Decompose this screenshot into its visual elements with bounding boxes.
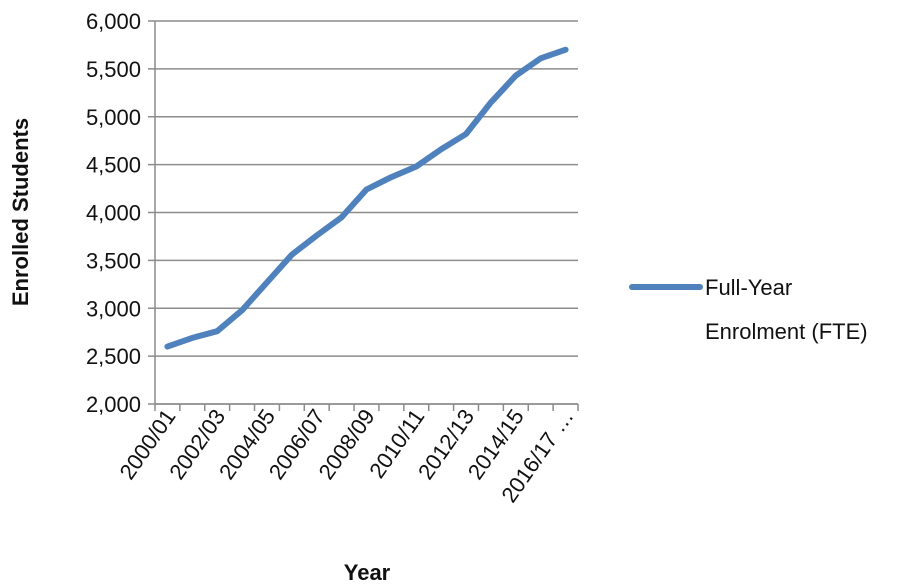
data-point xyxy=(266,281,268,283)
legend-label-line-2: Enrolment (FTE) xyxy=(705,319,868,344)
data-point xyxy=(465,133,467,135)
data-point xyxy=(415,166,417,168)
y-tick-labels: 2,000 2,500 3,000 3,500 4,000 4,500 5,000 5,500… xyxy=(86,9,141,417)
data-point xyxy=(440,148,442,150)
y-tick-label: 5,500 xyxy=(86,57,141,82)
y-axis-title: Enrolled Students xyxy=(8,118,33,306)
y-tick-label: 2,500 xyxy=(86,344,141,369)
y-tick-label: 6,000 xyxy=(86,9,141,34)
data-point xyxy=(515,75,517,77)
series-line xyxy=(164,46,569,350)
series-lines xyxy=(164,46,569,350)
data-point xyxy=(216,330,218,332)
data-point xyxy=(540,57,542,59)
y-tick-label: 4,000 xyxy=(86,201,141,226)
x-axis-title: Year xyxy=(344,560,391,585)
data-point xyxy=(390,176,392,178)
y-tick-label: 2,000 xyxy=(86,392,141,417)
data-point xyxy=(490,101,492,103)
grid-lines xyxy=(148,20,578,405)
x-tick-labels: 2000/012002/032004/052006/072008/092010/… xyxy=(114,405,578,508)
data-point xyxy=(166,346,168,348)
legend-label-line-1: Full-Year xyxy=(705,275,792,300)
data-point xyxy=(565,49,567,51)
axes xyxy=(154,21,579,411)
data-point xyxy=(316,234,318,236)
data-point xyxy=(241,309,243,311)
data-point xyxy=(191,337,193,339)
y-tick-label: 3,000 xyxy=(86,296,141,321)
data-point xyxy=(366,189,367,191)
y-tick-label: 4,500 xyxy=(86,153,141,178)
data-point xyxy=(291,254,293,256)
data-point xyxy=(341,216,343,218)
legend: Full-Year Enrolment (FTE) xyxy=(629,275,868,344)
y-tick-label: 3,500 xyxy=(86,248,141,273)
y-tick-label: 5,000 xyxy=(86,105,141,130)
